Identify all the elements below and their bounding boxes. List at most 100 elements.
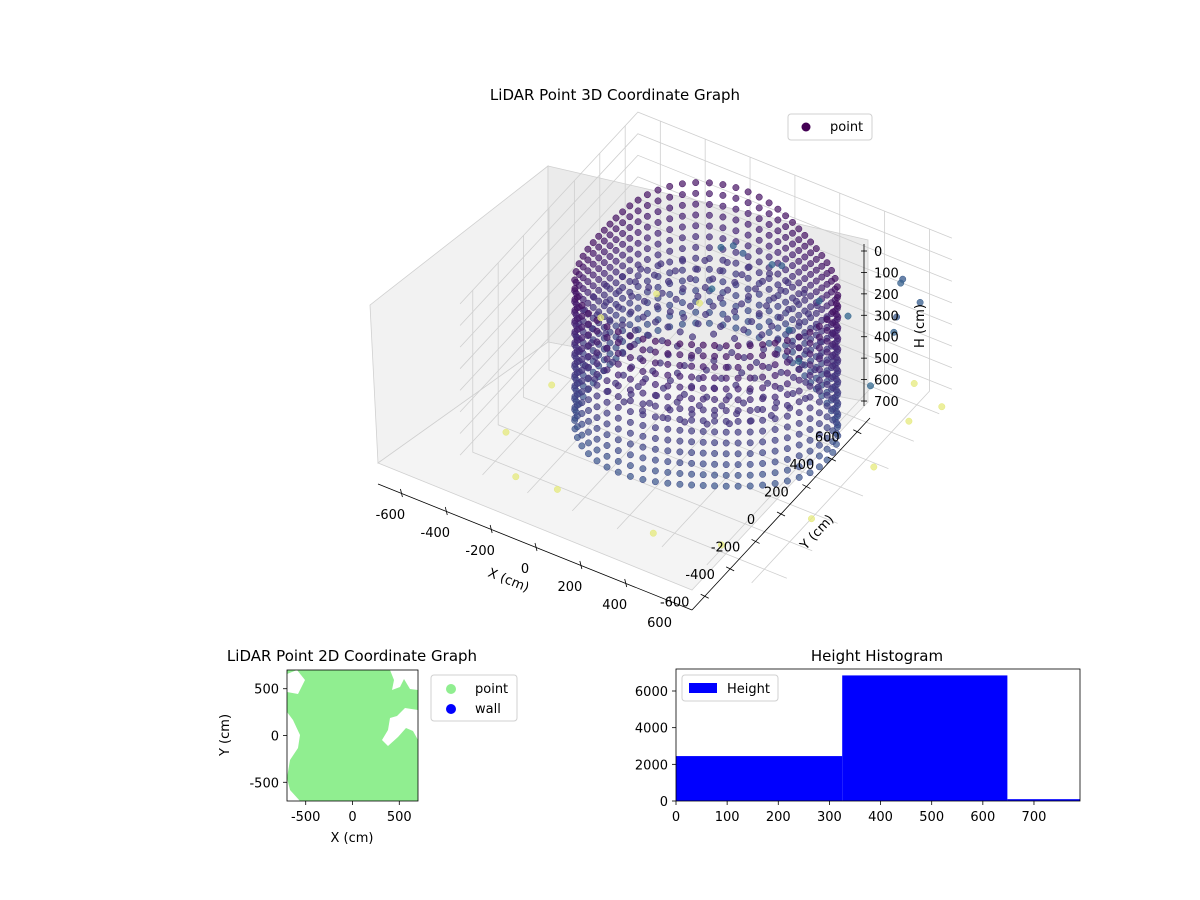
scatter-points bbox=[502, 242, 946, 549]
point-3d bbox=[571, 285, 579, 292]
point-3d bbox=[823, 434, 831, 442]
point-3d bbox=[676, 459, 684, 467]
point-3d bbox=[782, 298, 790, 306]
point-3d bbox=[651, 337, 659, 345]
point-3d bbox=[572, 268, 580, 276]
point-3d bbox=[589, 303, 597, 311]
point-3d bbox=[734, 482, 742, 490]
point-3d bbox=[699, 352, 707, 360]
lidar-3d-chart: LiDAR Point 3D Coordinate Graph -600 -400… bbox=[369, 86, 953, 631]
point-3d bbox=[676, 470, 684, 477]
point-3d bbox=[705, 233, 713, 241]
point-3d bbox=[666, 193, 674, 201]
point-3d bbox=[502, 428, 510, 436]
h-tick-label-3d: 200 bbox=[874, 288, 899, 303]
point-3d bbox=[571, 276, 579, 284]
point-3d bbox=[688, 470, 696, 478]
point-3d bbox=[603, 398, 611, 406]
point-3d bbox=[646, 399, 653, 407]
point-3d bbox=[755, 290, 763, 298]
point-3d bbox=[705, 222, 713, 230]
point-3d bbox=[619, 262, 627, 270]
point-3d bbox=[600, 269, 608, 277]
point-3d bbox=[678, 201, 686, 209]
point-3d bbox=[774, 205, 782, 213]
point-3d bbox=[692, 243, 700, 251]
point-3d bbox=[722, 363, 730, 371]
point-3d bbox=[602, 298, 610, 306]
point-3d bbox=[639, 454, 647, 462]
point-3d bbox=[614, 339, 622, 347]
point-3d bbox=[699, 395, 707, 403]
point-3d bbox=[823, 424, 831, 432]
point-3d bbox=[678, 180, 686, 188]
point-3d bbox=[719, 224, 727, 232]
point-3d bbox=[676, 362, 684, 369]
point-3d bbox=[666, 258, 674, 266]
point-3d bbox=[806, 372, 814, 379]
chart-3d-title: LiDAR Point 3D Coordinate Graph bbox=[490, 86, 740, 104]
point-3d bbox=[593, 392, 601, 400]
legend-2d-point-marker bbox=[446, 684, 456, 694]
point-3d bbox=[612, 246, 620, 254]
point-3d bbox=[603, 420, 611, 428]
point-3d bbox=[694, 320, 702, 328]
point-3d bbox=[585, 385, 592, 393]
point-3d bbox=[664, 393, 672, 401]
point-3d bbox=[755, 236, 763, 244]
point-3d bbox=[676, 448, 684, 456]
point-3d bbox=[612, 279, 620, 287]
point-3d bbox=[639, 432, 647, 440]
point-3d bbox=[774, 270, 782, 278]
point-3d bbox=[639, 465, 647, 473]
point-3d bbox=[593, 435, 601, 443]
point-3d bbox=[804, 310, 812, 318]
point-3d bbox=[785, 326, 793, 334]
point-3d bbox=[651, 478, 659, 486]
point-3d bbox=[829, 394, 837, 402]
point-3d bbox=[664, 458, 672, 466]
point-3d bbox=[703, 420, 711, 428]
point-3d bbox=[626, 256, 634, 264]
point-3d bbox=[815, 420, 823, 428]
point-3d bbox=[808, 515, 815, 523]
point-3d bbox=[603, 377, 611, 385]
point-3d bbox=[776, 314, 784, 322]
point-3d bbox=[759, 341, 767, 349]
point-3d bbox=[634, 196, 642, 204]
point-3d bbox=[747, 417, 755, 425]
point-3d bbox=[666, 301, 674, 309]
point-3d bbox=[759, 362, 767, 370]
point-3d bbox=[614, 457, 622, 465]
point-3d bbox=[681, 418, 689, 426]
point-3d bbox=[771, 350, 779, 358]
point-3d bbox=[774, 324, 782, 332]
x-tick-mark-3d bbox=[489, 524, 493, 534]
point-3d bbox=[654, 229, 662, 237]
point-3d bbox=[718, 541, 725, 549]
chart-2d-title: LiDAR Point 2D Coordinate Graph bbox=[227, 647, 477, 665]
point-3d bbox=[890, 328, 898, 336]
point-3d bbox=[795, 409, 803, 417]
point-3d bbox=[722, 471, 730, 479]
histogram-y-tick-label: 2000 bbox=[635, 758, 668, 773]
ticks-2d: -500 0 500 500 0 -500 bbox=[249, 683, 411, 825]
point-3d bbox=[746, 460, 754, 468]
point-3d bbox=[711, 385, 719, 393]
point-3d bbox=[795, 290, 803, 298]
point-3d bbox=[705, 319, 713, 327]
point-3d bbox=[732, 184, 740, 192]
point-3d bbox=[765, 364, 773, 371]
point-3d bbox=[688, 341, 696, 349]
point-3d bbox=[664, 425, 672, 433]
point-3d bbox=[626, 429, 634, 437]
point-3d bbox=[618, 321, 626, 329]
point-3d bbox=[699, 384, 707, 392]
point-3d bbox=[746, 450, 754, 458]
point-3d bbox=[595, 297, 603, 305]
point-3d bbox=[789, 229, 796, 237]
point-3d bbox=[606, 220, 614, 228]
point-3d bbox=[748, 318, 756, 326]
point-3d bbox=[639, 400, 647, 408]
point-3d bbox=[699, 460, 707, 468]
